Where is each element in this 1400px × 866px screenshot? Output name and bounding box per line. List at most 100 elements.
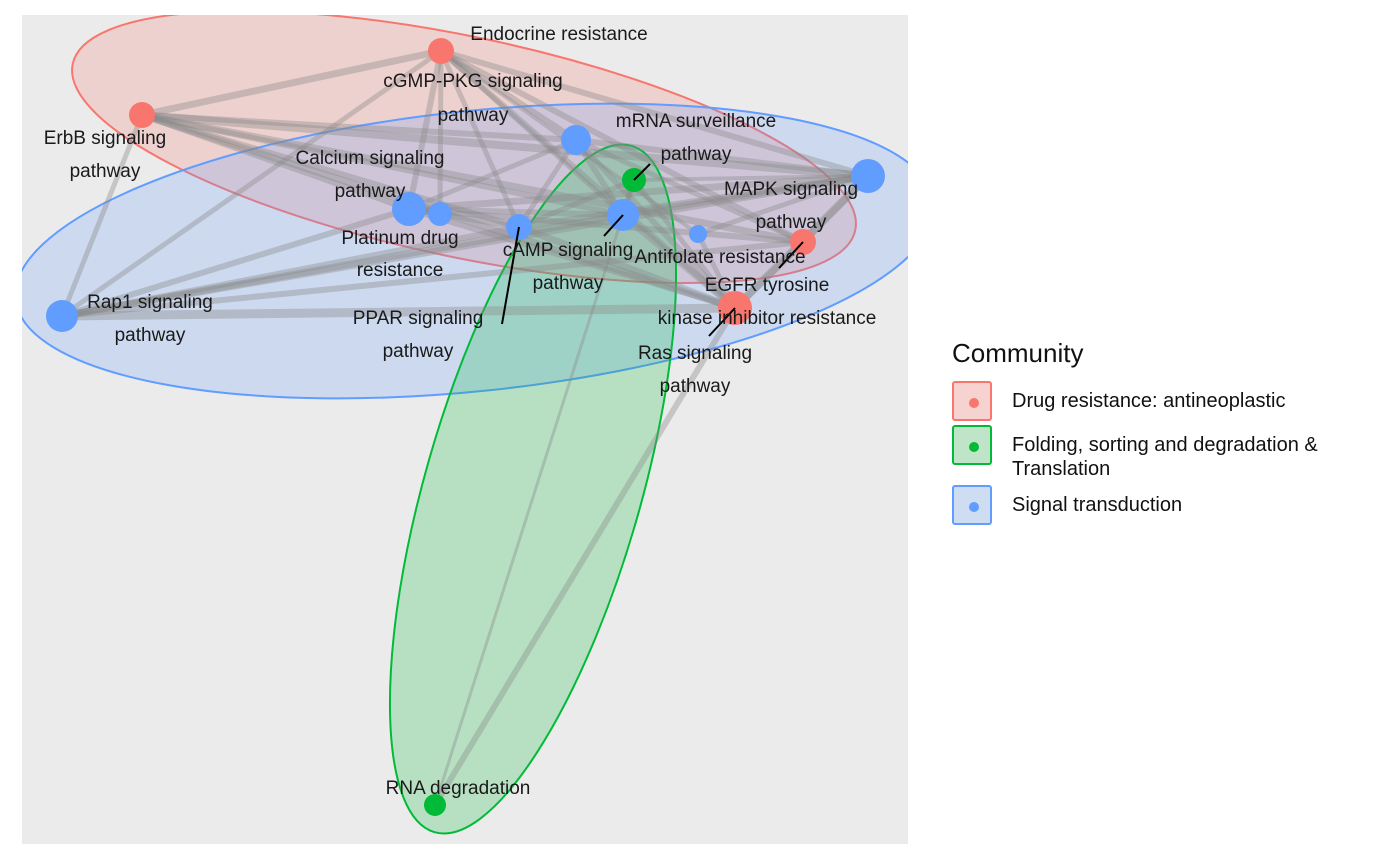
- node-label-camp: cAMP signaling: [503, 240, 634, 261]
- legend-item-drug-resistance: Drug resistance: antineoplastic: [952, 381, 1392, 421]
- legend-label: Signal transduction: [1012, 494, 1183, 516]
- edge-rap1-mapk: [58, 172, 872, 320]
- node-cgmp: [428, 202, 452, 226]
- legend-item-signal-transduction: Signal transduction: [952, 485, 1392, 525]
- node-label-endocrine: Endocrine resistance: [470, 24, 647, 45]
- node-label-calcium: pathway: [335, 181, 406, 202]
- node-label-ras: pathway: [660, 376, 731, 397]
- node-label-mrna: pathway: [661, 144, 732, 165]
- legend-label: Drug resistance: antineoplastic: [1012, 390, 1286, 412]
- legend-key: [952, 425, 992, 465]
- node-label-egfr: EGFR tyrosine: [705, 275, 830, 296]
- edge-rap1-platinum: [59, 239, 806, 319]
- node-layer: [46, 38, 885, 816]
- edge-endocrine-mapk: [438, 48, 871, 179]
- edge-mrna-rnadeg: [433, 178, 636, 807]
- node-erbb: [129, 102, 155, 128]
- edge-rap1-camp: [59, 224, 522, 319]
- node-rap1: [46, 300, 78, 332]
- legend: Community Drug resistance: antineoplasti…: [952, 338, 1392, 529]
- label-leader-line: [778, 241, 804, 269]
- edge-endocrine-egfr: [438, 48, 738, 311]
- edge-mrna_sig-camp: [516, 137, 579, 230]
- edge-erbb-mrna_sig: [139, 112, 579, 143]
- node-mapk: [851, 159, 885, 193]
- label-leader-line: [603, 214, 624, 237]
- edge-erbb-ppar: [139, 112, 626, 218]
- node-label-camp: pathway: [533, 273, 604, 294]
- edge-calcium-mapk: [405, 172, 872, 213]
- edge-endocrine-mrna_sig: [438, 48, 579, 143]
- edge-erbb-rap1: [59, 112, 145, 319]
- legend-item-folding-translation: Folding, sorting and degradation & Trans…: [952, 425, 1392, 481]
- edge-mrna-camp: [516, 177, 637, 230]
- node-label-calcium: Calcium signaling: [296, 148, 445, 169]
- edge-erbb-platinum: [138, 111, 807, 246]
- edge-endocrine-erbb: [138, 47, 445, 119]
- community-hull-drug-resistance: [71, 15, 857, 284]
- edge-egfr-rnadeg: [432, 305, 738, 808]
- node-label-ppar: pathway: [383, 341, 454, 362]
- legend-title: Community: [952, 338, 1084, 368]
- edge-mrna-mapk: [632, 174, 870, 182]
- node-label-antifolate: Antifolate resistance: [634, 247, 805, 268]
- node-label-erbb: ErbB signaling: [44, 128, 167, 149]
- node-label-layer: Endocrine resistance cGMP-PKG signaling pa…: [44, 24, 877, 799]
- node-label-platinum: Platinum drug: [341, 228, 458, 249]
- node-label-cgmp: cGMP-PKG signaling: [383, 71, 563, 92]
- legend-key: [952, 381, 992, 421]
- edge-camp-egfr: [515, 223, 739, 312]
- edge-mrna_sig-egfr: [573, 137, 738, 311]
- edge-mrna-egfr: [631, 177, 738, 311]
- node-label-erbb: pathway: [70, 161, 141, 182]
- edge-calcium-rap1: [59, 206, 412, 319]
- legend-key: [952, 485, 992, 525]
- label-leader-lines: [501, 163, 804, 337]
- node-label-rap1: Rap1 signaling: [87, 292, 213, 313]
- community-hull-signal-transduction: [22, 102, 908, 400]
- node-label-cgmp: pathway: [438, 105, 509, 126]
- node-antifolate: [689, 225, 707, 243]
- label-leader-line: [633, 163, 651, 181]
- node-label-ppar: PPAR signaling: [353, 308, 484, 329]
- edge-erbb-calcium: [139, 112, 412, 212]
- edge-mrna_sig-calcium: [406, 137, 579, 212]
- edge-mapk-camp: [516, 173, 871, 230]
- node-endocrine: [428, 38, 454, 64]
- edge-mrna_sig-platinum: [573, 137, 806, 245]
- node-label-rap1: pathway: [115, 325, 186, 346]
- legend-label: Folding, sorting and degradation & Trans…: [1012, 434, 1318, 480]
- node-label-mrna: mRNA surveillance: [616, 111, 777, 132]
- edge-mrna_sig-mapk: [573, 137, 871, 179]
- edge-calcium-camp: [406, 206, 522, 230]
- edge-mapk-ppar: [619, 172, 872, 219]
- edge-rap1-egfr: [57, 303, 740, 321]
- node-label-ras: Ras signaling: [638, 343, 752, 364]
- node-mrna_sig: [561, 125, 591, 155]
- edge-erbb-mapk: [138, 111, 872, 180]
- node-calcium: [392, 192, 426, 226]
- node-label-rnadeg: RNA degradation: [386, 778, 531, 799]
- node-label-mapk: MAPK signaling: [724, 179, 858, 200]
- node-label-mapk: pathway: [756, 212, 827, 233]
- edge-calcium-platinum: [406, 206, 806, 245]
- edge-endocrine-cgmp: [437, 48, 444, 217]
- edge-layer: [57, 47, 872, 808]
- node-label-platinum: resistance: [357, 260, 444, 281]
- node-label-egfr: kinase inhibitor resistance: [658, 308, 877, 329]
- edge-endocrine-ppar: [438, 48, 626, 218]
- edge-erbb-camp: [139, 112, 522, 230]
- edge-mapk-antifolate: [695, 173, 871, 237]
- edge-ppar-egfr: [619, 211, 739, 312]
- edge-endocrine-calcium: [406, 48, 444, 212]
- plot-panel-background: [22, 15, 908, 844]
- edge-calcium-egfr: [406, 206, 738, 311]
- label-leader-line: [708, 307, 736, 337]
- node-rnadeg: [424, 794, 446, 816]
- label-leader-line: [501, 226, 520, 325]
- edge-endocrine-platinum: [438, 48, 806, 245]
- edge-endocrine-camp: [438, 48, 522, 230]
- edge-endocrine-rap1: [59, 48, 444, 319]
- community-hull-folding-translation: [388, 143, 678, 835]
